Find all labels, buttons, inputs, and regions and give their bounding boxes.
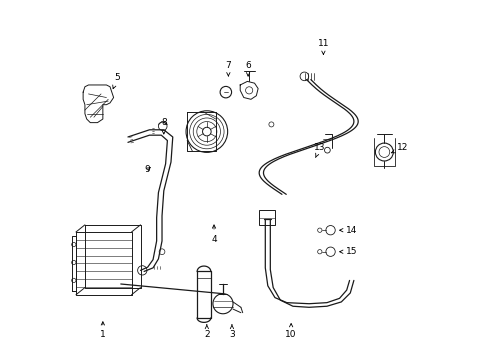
Text: 4: 4: [211, 225, 216, 244]
Text: 7: 7: [225, 61, 231, 76]
Text: 11: 11: [317, 39, 328, 54]
Text: 2: 2: [203, 325, 209, 339]
Text: 9: 9: [144, 165, 150, 174]
Text: 10: 10: [285, 324, 296, 339]
Text: 13: 13: [313, 143, 325, 158]
Text: 6: 6: [244, 61, 250, 76]
Text: 12: 12: [390, 143, 407, 153]
Text: 3: 3: [228, 325, 234, 339]
Text: 15: 15: [339, 247, 357, 256]
Text: 14: 14: [339, 226, 357, 235]
Text: 1: 1: [100, 322, 105, 339]
Text: 5: 5: [113, 73, 120, 89]
Text: 8: 8: [161, 118, 166, 134]
